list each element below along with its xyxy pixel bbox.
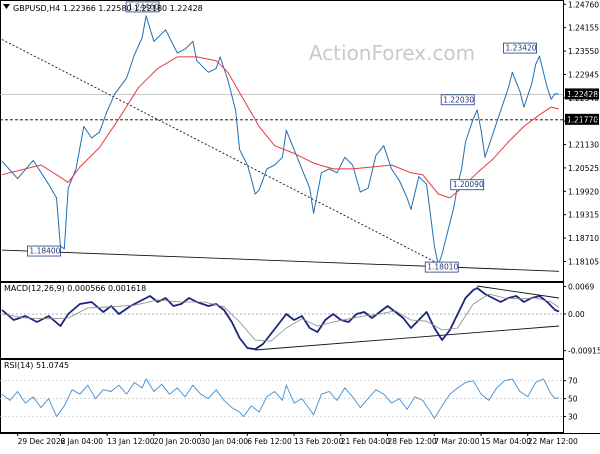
trendline bbox=[1, 249, 560, 272]
rsi-panel-title: RSI(14) 51.0745 bbox=[4, 361, 69, 370]
y-tick-label: 1.18710 bbox=[568, 234, 599, 243]
price-annotation-box bbox=[424, 261, 459, 273]
y-tick-label: 1.18105 bbox=[568, 257, 599, 266]
price-annotation-box bbox=[503, 42, 537, 54]
rsi-series-rsi bbox=[1, 378, 560, 419]
price-annotation-label: 1.20090 bbox=[453, 180, 484, 189]
y-tick-label: 0.00 bbox=[568, 310, 585, 319]
support-level-box bbox=[565, 113, 599, 125]
trendline bbox=[1, 39, 435, 263]
y-tick-label: 1.22945 bbox=[568, 70, 599, 79]
watermark-text: ActionForex.com bbox=[309, 41, 475, 65]
trendline bbox=[477, 285, 560, 299]
y-tick-label: 1.23550 bbox=[568, 47, 599, 56]
macd-series-macd bbox=[1, 287, 560, 351]
current-price-box bbox=[565, 88, 599, 100]
price-panel-frame bbox=[0, 0, 564, 282]
price-series-sma bbox=[1, 56, 560, 199]
y-tick-label: 50 bbox=[568, 395, 578, 404]
x-tick-label: 13 Feb 20:00 bbox=[294, 437, 343, 446]
price-annotation-box bbox=[125, 1, 160, 13]
y-tick-label: 0.0069 bbox=[568, 282, 594, 291]
y-tick-label: 1.21130 bbox=[568, 141, 599, 150]
x-tick-label: 21 Feb 04:00 bbox=[341, 437, 390, 446]
y-tick-label: 1.19920 bbox=[568, 187, 599, 196]
y-tick-label: 1.20525 bbox=[568, 164, 599, 173]
price-panel-title: GBPUSD,H4 1.22366 1.22580 1.22180 1.2242… bbox=[13, 4, 203, 13]
price-annotation-box bbox=[27, 245, 61, 257]
x-tick-label: 13 Jan 12:00 bbox=[107, 437, 155, 446]
y-tick-label: 70 bbox=[568, 377, 578, 386]
trendline bbox=[255, 325, 560, 351]
macd-series-signal bbox=[1, 293, 560, 342]
price-series-price bbox=[1, 15, 560, 266]
current-price-label: 1.22428 bbox=[567, 90, 598, 99]
y-tick-label: 1.21735 bbox=[568, 117, 599, 126]
price-panel-menu-icon[interactable] bbox=[3, 4, 10, 9]
price-annotation-label: 1.18010 bbox=[427, 263, 458, 272]
x-tick-label: 6 Jan 04:00 bbox=[60, 437, 103, 446]
x-tick-label: 29 Dec 2022 bbox=[18, 437, 66, 446]
price-annotation-label: 1.23420 bbox=[506, 44, 537, 53]
x-tick-label: 7 Mar 20:00 bbox=[434, 437, 480, 446]
price-annotation-box bbox=[440, 94, 475, 106]
x-tick-label: 6 Feb 12:00 bbox=[247, 437, 292, 446]
x-tick-label: 15 Mar 04:00 bbox=[481, 437, 531, 446]
price-annotation-box bbox=[450, 179, 485, 191]
x-tick-label: 30 Jan 04:00 bbox=[201, 437, 249, 446]
y-tick-label: 30 bbox=[568, 413, 578, 422]
price-annotation-label: 1.18400 bbox=[29, 247, 60, 256]
y-tick-label: 1.24760 bbox=[568, 0, 599, 9]
x-tick-label: 20 Jan 20:00 bbox=[154, 437, 202, 446]
price-annotation-label: 1.22030 bbox=[443, 95, 474, 104]
x-tick-label: 22 Mar 12:00 bbox=[528, 437, 578, 446]
x-tick-label: 28 Feb 12:00 bbox=[388, 437, 437, 446]
y-tick-label: -0.009158 bbox=[568, 347, 600, 356]
y-tick-label: 1.19315 bbox=[568, 211, 599, 220]
macd-panel-title: MACD(12,26,9) 0.000566 0.001618 bbox=[4, 284, 146, 293]
rsi-panel-frame bbox=[0, 359, 564, 433]
support-level-label: 1.21770 bbox=[567, 115, 598, 124]
y-tick-label: 1.22340 bbox=[568, 94, 599, 103]
price-annotation-label: 1.24460 bbox=[128, 2, 159, 11]
y-tick-label: 1.24155 bbox=[568, 24, 599, 33]
